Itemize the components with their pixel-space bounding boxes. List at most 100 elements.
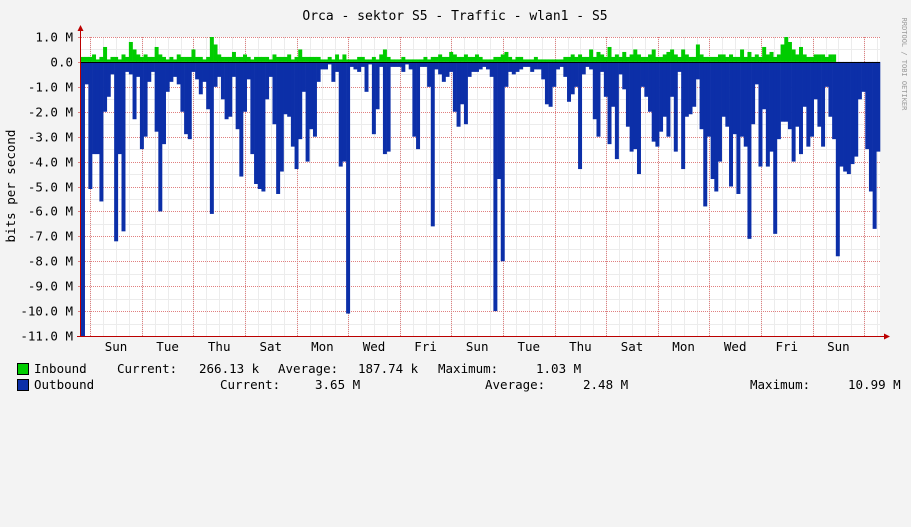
outbound-bar <box>382 61 387 155</box>
outbound-bar <box>191 61 196 72</box>
inbound-bar <box>618 56 623 62</box>
outbound-bar <box>684 61 689 117</box>
x-tick-label: Tue <box>518 339 541 354</box>
inbound-bar <box>375 59 380 62</box>
outbound-bar <box>533 61 538 70</box>
outbound-bar <box>486 61 490 70</box>
inbound-bar <box>460 56 465 62</box>
inbound-bar <box>121 54 126 62</box>
traffic-graph: 1.0 M 0.0 -1.0 M -2.0 M -3.0 M -4.0 M -5.0 M -6… <box>3 9 908 392</box>
outbound-bar <box>401 61 406 72</box>
inbound-current-value: 266.13 k <box>199 361 260 376</box>
outbound-bar <box>246 61 251 80</box>
outbound-bar <box>265 61 270 100</box>
outbound-bar <box>92 61 97 155</box>
inbound-bar <box>106 59 111 62</box>
inbound-bar <box>243 54 247 62</box>
outbound-bar <box>754 61 759 85</box>
inbound-bar <box>607 46 612 62</box>
outbound-bar <box>740 61 745 137</box>
outbound-bar <box>471 61 476 72</box>
inbound-bar <box>276 56 281 62</box>
inbound-bar <box>287 54 292 62</box>
outbound-bar <box>555 61 560 70</box>
outbound-bar <box>125 61 130 72</box>
outbound-bar <box>305 61 310 162</box>
outbound-bar <box>743 61 748 147</box>
outbound-bar <box>209 61 214 214</box>
outbound-bar <box>195 61 200 80</box>
outbound-bar <box>132 61 137 120</box>
outbound-bar <box>206 61 211 110</box>
inbound-bar <box>673 54 678 62</box>
inbound-bar <box>600 54 605 62</box>
inbound-bar <box>500 54 505 62</box>
outbound-bar <box>736 61 741 194</box>
inbound-bar <box>191 49 196 62</box>
inbound-bar <box>202 59 207 62</box>
outbound-bar <box>430 61 435 227</box>
inbound-bar <box>519 56 524 62</box>
outbound-bar <box>257 61 262 189</box>
outbound-bar <box>636 61 641 175</box>
inbound-bar <box>312 56 317 62</box>
inbound-bar <box>360 56 365 62</box>
outbound-bar <box>460 61 465 105</box>
inbound-bar <box>405 59 409 62</box>
outbound-bar <box>467 61 472 77</box>
inbound-bar <box>463 54 468 62</box>
outbound-bar <box>202 61 207 82</box>
outbound-bar <box>449 61 454 72</box>
outbound-bar <box>121 61 126 232</box>
outbound-bar <box>95 61 100 155</box>
inbound-average-value: 187.74 k <box>358 361 419 376</box>
outbound-bar <box>776 61 781 140</box>
legend-row-inbound: Inbound Current: 266.13 k Average: 187.7… <box>17 361 907 377</box>
outbound-bar <box>865 61 870 150</box>
outbound-bar <box>522 61 527 67</box>
outbound-bar <box>438 61 443 75</box>
inbound-bar <box>714 56 719 62</box>
outbound-bar <box>390 61 395 67</box>
outbound-bar <box>622 61 627 90</box>
outbound-bar <box>342 61 347 162</box>
y-tick-label: -9.0 M <box>28 279 73 294</box>
outbound-bar <box>349 61 354 67</box>
inbound-bar <box>139 56 144 62</box>
inbound-bar <box>651 49 656 62</box>
inbound-bar <box>213 44 218 62</box>
inbound-bar <box>132 49 137 62</box>
inbound-bar <box>239 56 244 62</box>
outbound-bar <box>386 61 391 152</box>
inbound-bar <box>316 56 321 62</box>
inbound-bar <box>206 56 211 62</box>
y-tick-label: -3.0 M <box>28 130 73 145</box>
outbound-bar <box>500 61 505 262</box>
outbound-bar <box>692 61 697 107</box>
outbound-bar <box>511 61 516 75</box>
outbound-bar <box>452 61 457 112</box>
inbound-bar <box>544 59 549 62</box>
outbound-average-label: Average: <box>485 377 546 392</box>
traffic-chart: 1.0 M 0.0 -1.0 M -2.0 M -3.0 M -4.0 M -5.0 M -6… <box>3 9 908 354</box>
outbound-bar <box>493 61 498 312</box>
outbound-bar <box>695 61 700 80</box>
outbound-bar <box>474 61 479 72</box>
inbound-bar <box>261 56 266 62</box>
inbound-bar <box>320 59 325 62</box>
x-tick-label: Wed <box>724 339 747 354</box>
inbound-bar <box>721 54 726 62</box>
inbound-bar <box>143 54 148 62</box>
inbound-bar <box>184 56 189 62</box>
outbound-bar <box>603 61 608 97</box>
outbound-bar <box>651 61 656 142</box>
outbound-bar <box>184 61 189 135</box>
outbound-bar <box>371 61 376 135</box>
outbound-bar <box>552 61 557 87</box>
outbound-bar <box>574 61 579 87</box>
inbound-bar <box>493 56 498 62</box>
inbound-average-label: Average: <box>278 361 339 376</box>
inbound-bar <box>692 56 697 62</box>
inbound-bar <box>559 59 564 62</box>
outbound-bar <box>497 61 502 180</box>
